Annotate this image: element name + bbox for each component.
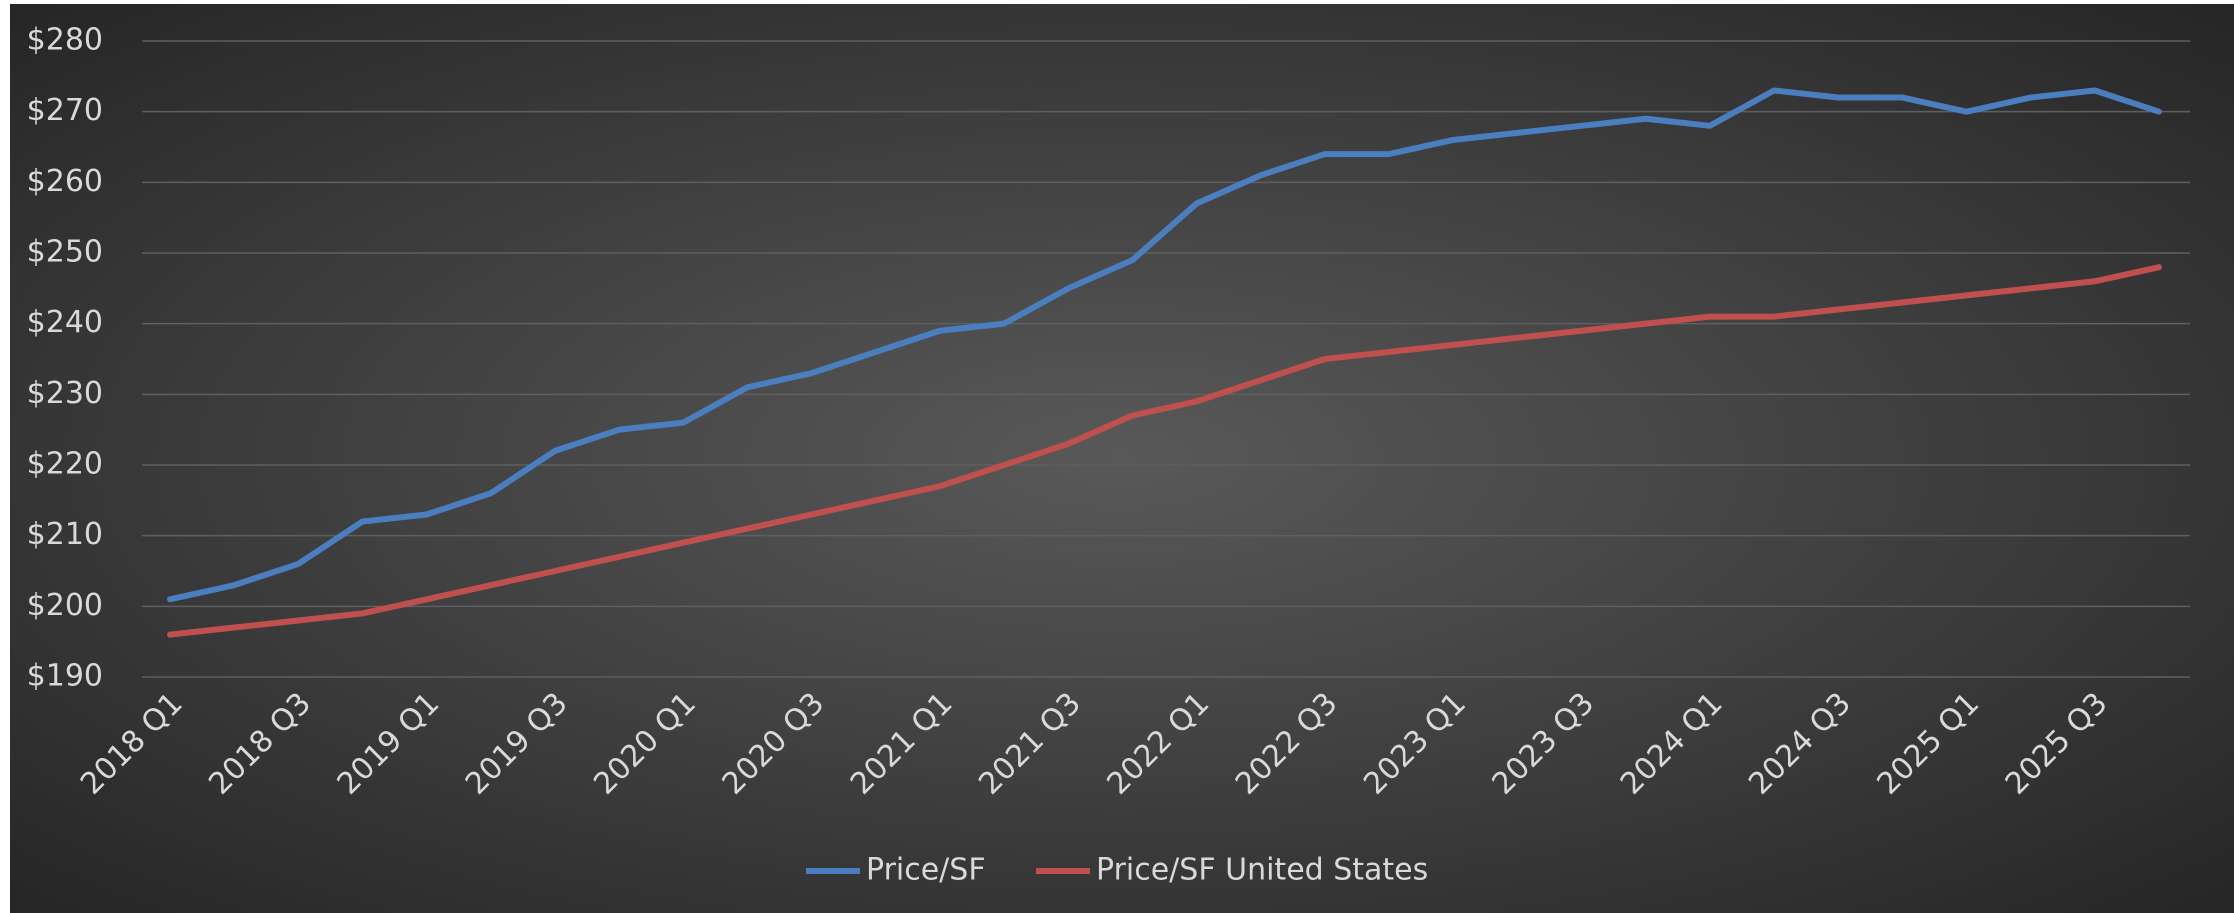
y-tick-label: $220 [27,447,103,482]
line-series [167,264,2162,638]
line-series [167,87,2162,603]
y-tick-label: $270 [27,93,103,128]
chart-background [10,4,2234,913]
y-tick-label: $240 [27,305,103,340]
y-tick-label: $260 [27,164,103,199]
y-tick-label: $190 [27,659,103,694]
y-tick-label: $250 [27,235,103,270]
y-tick-label: $230 [27,376,103,411]
y-tick-label: $200 [27,588,103,623]
legend-label: Price/SF [866,853,986,888]
y-tick-label: $210 [27,517,103,552]
y-tick-label: $280 [27,23,103,58]
legend-label: Price/SF United States [1096,853,1428,888]
